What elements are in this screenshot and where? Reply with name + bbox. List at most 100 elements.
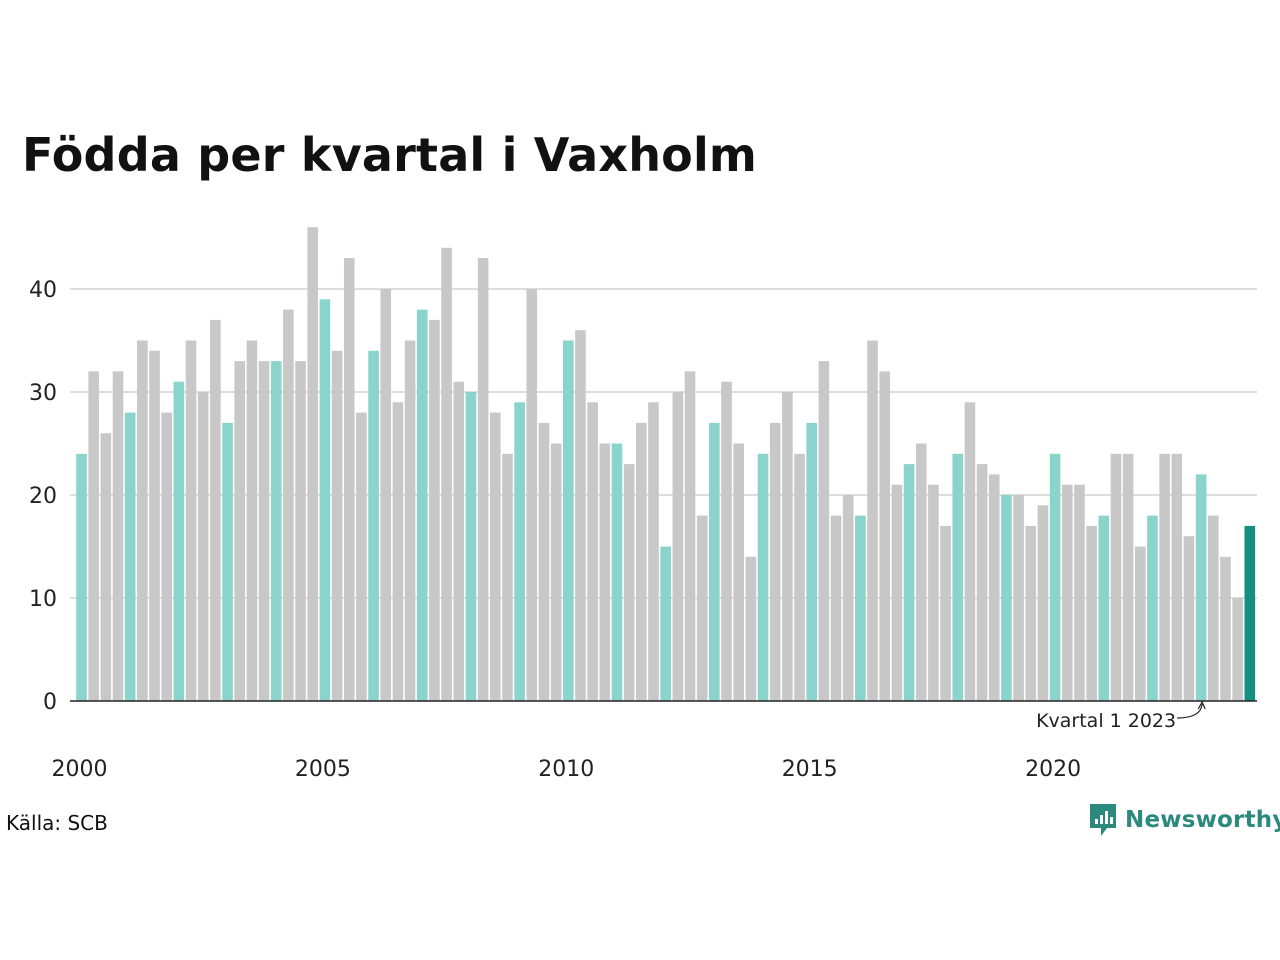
x-tick-label: 2005 (295, 757, 351, 782)
bar (380, 289, 392, 701)
bar (307, 227, 319, 701)
bar (1013, 495, 1024, 701)
bar (1171, 453, 1183, 701)
y-tick-label: 40 (29, 278, 57, 303)
bar (964, 402, 976, 701)
bar (721, 381, 732, 701)
bar (696, 515, 708, 701)
bar (356, 412, 367, 701)
bar (234, 361, 246, 701)
bar (112, 371, 124, 701)
bar (489, 412, 501, 701)
bar (587, 402, 598, 701)
bar (648, 402, 659, 701)
bar (1074, 484, 1085, 701)
bar (1001, 495, 1012, 701)
bar (842, 495, 854, 701)
bar (915, 443, 927, 701)
bar (453, 381, 465, 701)
bar (149, 350, 160, 701)
y-tick-label: 20 (29, 484, 57, 509)
bar (477, 258, 489, 701)
bar (295, 361, 306, 701)
newsworthy-logo-icon (1090, 804, 1116, 836)
bars (76, 227, 1256, 702)
bar (1098, 515, 1110, 701)
bar (222, 422, 233, 701)
bar (526, 289, 538, 701)
bar (210, 319, 221, 701)
bar (404, 340, 416, 701)
bar (733, 443, 744, 701)
bar (1122, 453, 1134, 701)
bar (818, 361, 830, 701)
bar (1244, 525, 1256, 701)
bar (976, 464, 988, 701)
bar (599, 443, 611, 701)
bar (575, 330, 586, 701)
bar (1110, 453, 1122, 701)
bar (258, 361, 270, 701)
bar (1049, 453, 1061, 701)
bar (465, 392, 477, 701)
bar (514, 402, 525, 701)
bar (76, 453, 87, 701)
bar (952, 453, 964, 701)
bar (1220, 556, 1231, 701)
bar (246, 340, 258, 701)
bar (100, 433, 112, 701)
bar (672, 392, 684, 701)
y-tick-label: 0 (43, 690, 57, 715)
bar (137, 340, 148, 701)
bar (1147, 515, 1158, 701)
bar (1208, 515, 1219, 701)
x-tick-label: 2015 (782, 757, 838, 782)
bar (550, 443, 562, 701)
annotation: Kvartal 1 2023 (1036, 700, 1206, 732)
annotation-arrow (1177, 703, 1203, 719)
bar (806, 422, 817, 701)
bar (416, 309, 428, 701)
bar (563, 340, 574, 701)
bar (502, 453, 513, 701)
bar (88, 371, 99, 701)
bar (538, 422, 550, 701)
x-tick-label: 2000 (52, 757, 108, 782)
bar (1025, 525, 1037, 701)
bar (1195, 474, 1207, 701)
bar (636, 422, 647, 701)
annotation-arrowhead (1197, 700, 1206, 710)
bar (197, 392, 209, 701)
bar (1159, 453, 1170, 701)
bar (441, 247, 452, 702)
bar (879, 371, 891, 701)
bar (429, 319, 440, 701)
newsworthy-logo[interactable]: Newsworthy (1088, 802, 1280, 838)
y-tick-label: 10 (29, 587, 57, 612)
source-label: Källa: SCB (6, 811, 108, 835)
bar (623, 464, 635, 701)
axes: 0 10 20 30 40 2000 2005 2010 2015 2020 (29, 278, 1257, 782)
bar (343, 258, 355, 701)
bar (283, 309, 294, 701)
bar (782, 392, 793, 701)
bar (1232, 598, 1243, 701)
x-tick-label: 2010 (538, 757, 594, 782)
bar (161, 412, 172, 701)
chart-title: Födda per kvartal i Vaxholm (22, 128, 758, 182)
brand-name: Newsworthy (1125, 807, 1280, 833)
bar (1037, 505, 1049, 701)
bar (319, 299, 331, 701)
bar (830, 515, 842, 701)
bar (660, 546, 671, 701)
bar (709, 422, 720, 701)
bar (757, 453, 769, 701)
bar (185, 340, 197, 701)
bar (988, 474, 1000, 701)
bar (173, 381, 185, 701)
bar (684, 371, 696, 701)
bar (1086, 525, 1097, 701)
bar (611, 443, 623, 701)
bar (940, 525, 951, 701)
